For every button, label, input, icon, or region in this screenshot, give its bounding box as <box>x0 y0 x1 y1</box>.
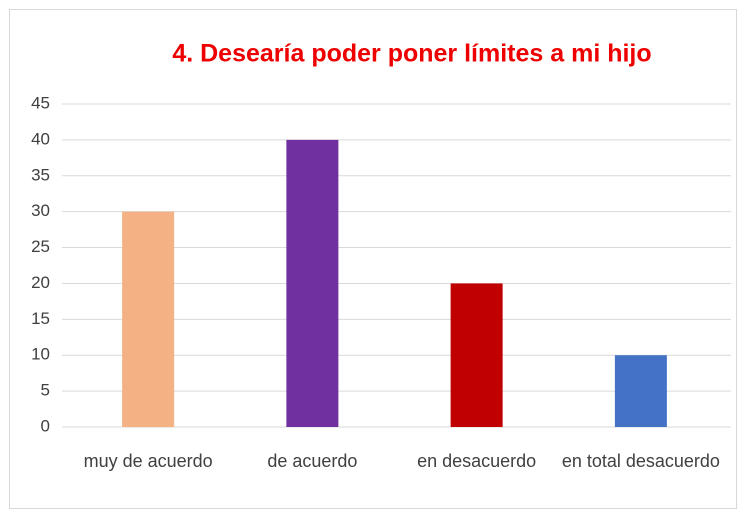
x-tick-label: en desacuerdo <box>417 451 537 471</box>
x-tick-label: muy de acuerdo <box>83 451 213 471</box>
y-tick-label: 20 <box>31 273 50 292</box>
x-tick-label: de acuerdo <box>267 451 358 471</box>
bar <box>122 211 175 427</box>
bar <box>450 283 503 427</box>
y-tick-label: 35 <box>31 165 50 184</box>
y-tick-label: 5 <box>41 381 50 400</box>
y-tick-label: 45 <box>31 93 50 112</box>
chart-title: 4. Desearía poder poner límites a mi hij… <box>172 40 651 68</box>
y-tick-label: 15 <box>31 309 50 328</box>
y-tick-label: 0 <box>41 416 50 435</box>
y-tick-label: 10 <box>31 345 50 364</box>
y-tick-label: 25 <box>31 237 50 256</box>
bar <box>614 355 667 427</box>
y-tick-label: 40 <box>31 129 50 148</box>
x-tick-label: en total desacuerdo <box>561 451 720 471</box>
chart-border <box>9 9 737 509</box>
bar <box>286 139 339 427</box>
y-tick-label: 30 <box>31 201 50 220</box>
